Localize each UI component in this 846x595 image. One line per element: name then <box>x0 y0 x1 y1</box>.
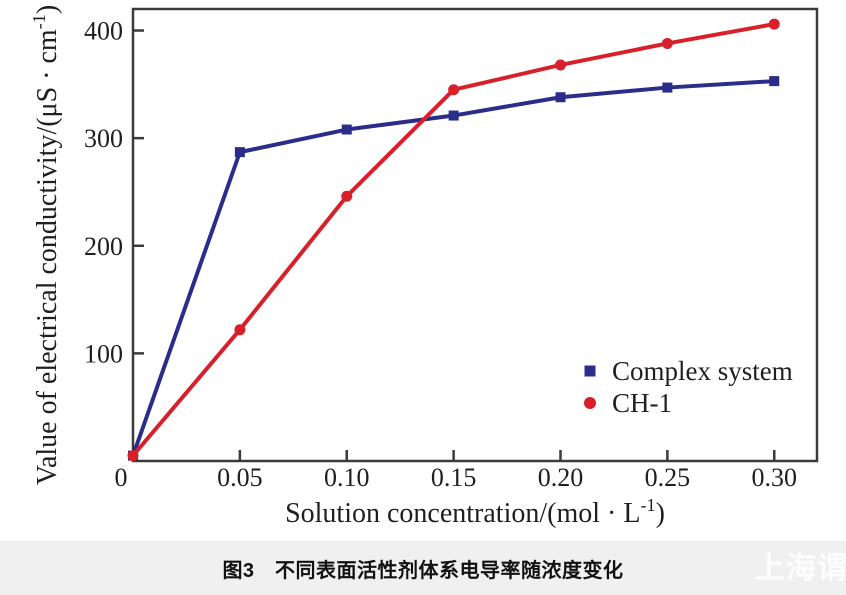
x-tick-label: 0.15 <box>431 463 477 492</box>
plot-frame <box>131 7 819 463</box>
data-point-marker <box>769 76 780 87</box>
data-point-marker <box>768 18 780 30</box>
origin-tick-label: 0 <box>115 463 128 492</box>
x-tick-label: 0.30 <box>752 463 798 492</box>
data-point-marker <box>448 110 459 121</box>
data-point-marker <box>662 82 673 93</box>
x-axis-label: Solution concentration/(mol · L-1) <box>285 495 665 529</box>
x-tick-label: 0.05 <box>217 463 263 492</box>
data-point-marker <box>341 190 353 202</box>
data-point-marker <box>448 84 460 96</box>
y-tick-label: 400 <box>84 17 123 46</box>
data-point-marker <box>234 147 245 158</box>
legend-label-1: Complex system <box>612 356 793 386</box>
data-point-marker <box>555 59 566 71</box>
x-tick-label: 0.10 <box>324 463 370 492</box>
watermark: 上海谓 <box>755 552 846 585</box>
figure-caption: 图3 不同表面活性剂体系电导率随浓度变化 <box>222 559 624 582</box>
data-point-marker <box>234 324 246 336</box>
y-tick-label: 200 <box>84 232 123 261</box>
legend-marker-2 <box>584 397 596 409</box>
data-point-marker <box>341 124 352 135</box>
legend-label-2: CH-1 <box>612 388 672 418</box>
x-tick-label: 0.25 <box>645 463 691 492</box>
legend-marker-1 <box>584 365 596 377</box>
y-axis-label: Value of electrical conductivity/(μS · c… <box>29 5 63 485</box>
data-point-marker <box>127 450 139 462</box>
chart-svg: 0.05 0.10 0.15 0.20 0.25 0.30 0 100 200 300 400 Sol… <box>29 5 819 529</box>
x-tick-label: 0.20 <box>538 463 584 492</box>
data-point-marker <box>661 37 673 49</box>
conductivity-chart: 0.05 0.10 0.15 0.20 0.25 0.30 0 100 200 300 400 Sol… <box>29 5 819 529</box>
data-point-marker <box>555 92 566 103</box>
y-tick-label: 300 <box>84 124 123 153</box>
series-line-complex-system <box>131 79 777 458</box>
y-tick-label: 100 <box>84 339 123 368</box>
caption-band: 图3 不同表面活性剂体系电导率随浓度变化 上海谓 <box>0 541 846 595</box>
